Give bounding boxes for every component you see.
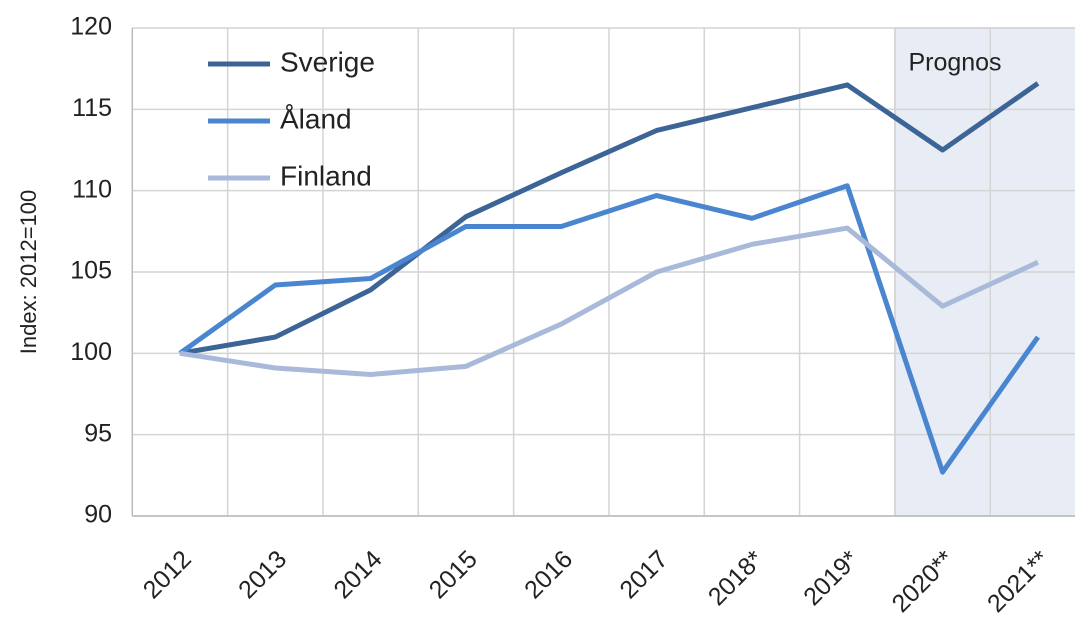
- x-tick-label: 2021**: [982, 545, 1055, 618]
- x-tick-label: 2017: [614, 545, 673, 604]
- x-tick-label: 2013: [233, 545, 292, 604]
- series-line: [179, 225, 1039, 377]
- x-tick-label: 2020**: [887, 545, 960, 618]
- legend-label: Finland: [280, 160, 372, 191]
- legend-label: Sverige: [280, 46, 375, 77]
- x-tick-label: 2018*: [703, 545, 769, 611]
- x-tick-label: 2012: [138, 545, 197, 604]
- x-tick-label: 2014: [328, 545, 387, 604]
- y-axis-label: Index: 2012=100: [16, 190, 41, 355]
- x-tick-label: 2015: [424, 545, 483, 604]
- y-tick-label: 110: [72, 175, 112, 203]
- y-tick-label: 115: [72, 94, 112, 122]
- x-tick-label: 2019*: [798, 545, 864, 611]
- series-line: [179, 81, 1040, 356]
- y-tick-label: 105: [70, 257, 112, 285]
- series-line: [178, 183, 1040, 475]
- forecast-label: Prognos: [908, 49, 1001, 77]
- y-tick-label: 95: [84, 419, 112, 447]
- x-tick-label: 2016: [519, 545, 578, 604]
- y-tick-label: 90: [84, 501, 112, 529]
- y-tick-label: 120: [70, 13, 112, 41]
- legend-label: Åland: [280, 103, 352, 134]
- y-tick-label: 100: [70, 338, 112, 366]
